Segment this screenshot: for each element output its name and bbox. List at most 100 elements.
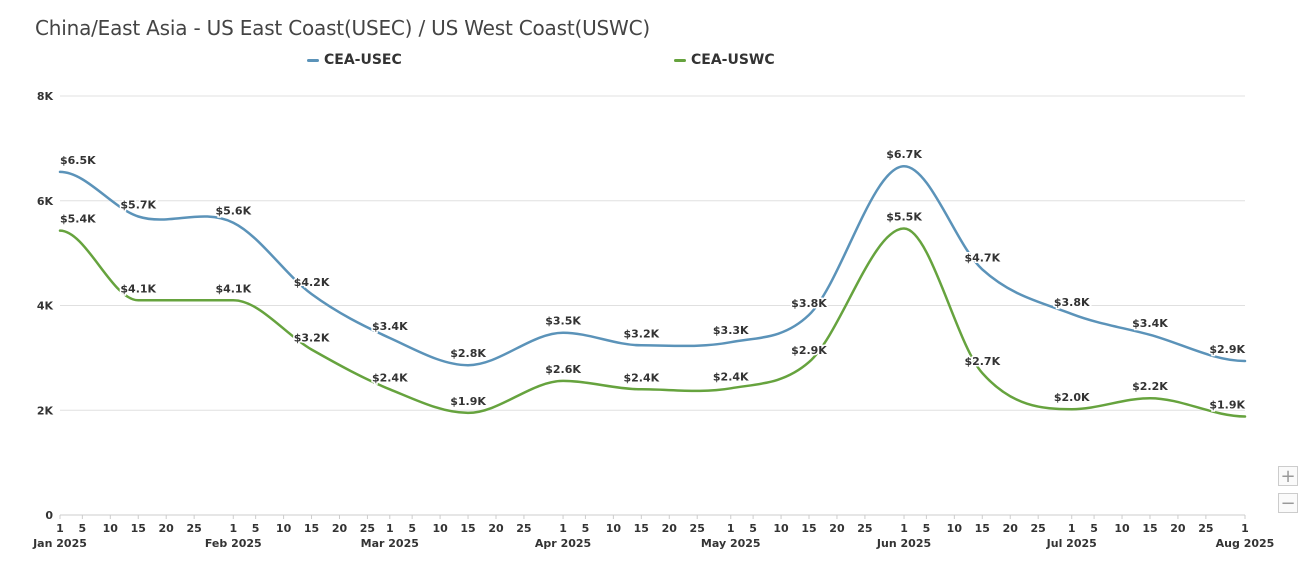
data-point-cea-usec[interactable] (56, 168, 64, 176)
x-tick-label: 20 (1170, 522, 1186, 535)
x-tick-label: 20 (488, 522, 504, 535)
data-label-cea-usec: $3.4K (372, 320, 408, 333)
x-tick-label: 25 (516, 522, 531, 535)
data-point-cea-usec[interactable] (900, 162, 908, 170)
x-tick-label: 15 (131, 522, 146, 535)
data-point-cea-uswc[interactable] (1068, 405, 1076, 413)
data-point-cea-usec[interactable] (229, 219, 237, 227)
x-tick-label: 1 (559, 522, 567, 535)
x-tick-label: 5 (582, 522, 590, 535)
legend-label-cea-uswc: CEA-USWC (691, 52, 775, 68)
x-tick-label: 20 (1003, 522, 1019, 535)
y-tick-label: 0 (45, 509, 53, 522)
data-point-cea-uswc[interactable] (978, 369, 986, 377)
x-tick-label: 10 (606, 522, 622, 535)
data-point-cea-usec[interactable] (386, 334, 394, 342)
x-tick-label: 15 (975, 522, 990, 535)
data-label-cea-uswc: $1.9K (1209, 399, 1245, 412)
data-label-cea-uswc: $4.1K (120, 282, 156, 295)
x-tick-label: 10 (1114, 522, 1130, 535)
data-point-cea-usec[interactable] (134, 212, 142, 220)
series-line-cea-usec[interactable] (58, 164, 1247, 367)
x-tick-label: 1 (1068, 522, 1076, 535)
data-label-cea-usec: $5.6K (215, 205, 251, 218)
data-point-cea-uswc[interactable] (637, 385, 645, 393)
y-tick-label: 6K (37, 195, 54, 208)
x-tick-label: 10 (276, 522, 292, 535)
data-point-cea-usec[interactable] (978, 265, 986, 273)
data-point-cea-uswc[interactable] (1241, 413, 1249, 421)
x-tick-label: 5 (79, 522, 87, 535)
data-label-cea-uswc: $1.9K (450, 395, 486, 408)
data-point-cea-uswc[interactable] (229, 296, 237, 304)
x-month-label: Feb 2025 (205, 537, 262, 550)
data-label-cea-uswc: $2.4K (713, 370, 749, 383)
data-point-cea-usec[interactable] (464, 361, 472, 369)
legend-label-cea-usec: CEA-USEC (324, 52, 402, 68)
data-label-cea-usec: $4.2K (294, 276, 330, 289)
legend-swatch-cea-usec (307, 58, 319, 62)
data-point-cea-uswc[interactable] (464, 409, 472, 417)
x-tick-label: 10 (103, 522, 119, 535)
x-tick-label: 5 (1090, 522, 1098, 535)
y-tick-label: 8K (37, 90, 54, 103)
data-point-cea-usec[interactable] (559, 329, 567, 337)
x-tick-label: 20 (662, 522, 678, 535)
data-point-cea-uswc[interactable] (559, 377, 567, 385)
data-label-cea-usec: $6.7K (886, 148, 922, 161)
x-tick-label: 5 (408, 522, 416, 535)
data-label-cea-usec: $3.3K (713, 324, 749, 337)
legend-item-cea-uswc[interactable]: CEA-USWC (674, 52, 775, 68)
x-tick-label: 15 (460, 522, 475, 535)
chart-title: China/East Asia - US East Coast(USEC) / … (35, 16, 650, 40)
x-tick-label: 15 (304, 522, 319, 535)
data-label-cea-usec: $6.5K (60, 154, 96, 167)
zoom-out-button[interactable]: − (1278, 493, 1298, 513)
data-label-cea-uswc: $5.4K (60, 213, 96, 226)
data-point-cea-usec[interactable] (1146, 331, 1154, 339)
data-point-cea-uswc[interactable] (1146, 394, 1154, 402)
legend-item-cea-usec[interactable]: CEA-USEC (307, 52, 402, 68)
x-month-label: Apr 2025 (535, 537, 591, 550)
data-point-cea-usec[interactable] (727, 338, 735, 346)
x-tick-label: 20 (332, 522, 348, 535)
data-point-cea-usec[interactable] (308, 290, 316, 298)
x-tick-label: 15 (634, 522, 649, 535)
zoom-in-button[interactable]: + (1278, 466, 1298, 486)
series-line-cea-uswc[interactable] (58, 227, 1247, 418)
x-month-label: Mar 2025 (361, 537, 419, 550)
data-point-cea-uswc[interactable] (805, 358, 813, 366)
data-label-cea-usec: $3.5K (545, 315, 581, 328)
x-tick-label: 1 (1241, 522, 1249, 535)
x-tick-label: 20 (159, 522, 175, 535)
data-label-cea-uswc: $2.4K (623, 371, 659, 384)
x-tick-label: 1 (900, 522, 908, 535)
x-month-label: Aug 2025 (1216, 537, 1275, 550)
data-point-cea-uswc[interactable] (386, 385, 394, 393)
data-point-cea-uswc[interactable] (308, 345, 316, 353)
data-point-cea-usec[interactable] (1068, 310, 1076, 318)
x-tick-label: 1 (56, 522, 64, 535)
data-point-cea-uswc[interactable] (134, 296, 142, 304)
x-tick-label: 25 (186, 522, 201, 535)
y-tick-label: 4K (37, 300, 54, 313)
x-tick-label: 5 (252, 522, 260, 535)
data-label-cea-usec: $3.8K (791, 297, 827, 310)
x-tick-label: 25 (1198, 522, 1213, 535)
data-point-cea-uswc[interactable] (727, 384, 735, 392)
data-point-cea-usec[interactable] (637, 341, 645, 349)
data-label-cea-uswc: $4.1K (215, 282, 251, 295)
data-point-cea-uswc[interactable] (56, 227, 64, 235)
data-point-cea-uswc[interactable] (900, 225, 908, 233)
data-point-cea-usec[interactable] (1241, 357, 1249, 365)
x-tick-label: 25 (1031, 522, 1046, 535)
x-tick-label: 25 (857, 522, 872, 535)
x-tick-label: 1 (229, 522, 237, 535)
x-tick-label: 10 (773, 522, 789, 535)
x-tick-label: 1 (386, 522, 394, 535)
data-label-cea-uswc: $2.9K (791, 344, 827, 357)
data-label-cea-uswc: $5.5K (886, 211, 922, 224)
x-month-label: Jun 2025 (876, 537, 931, 550)
data-point-cea-usec[interactable] (805, 311, 813, 319)
